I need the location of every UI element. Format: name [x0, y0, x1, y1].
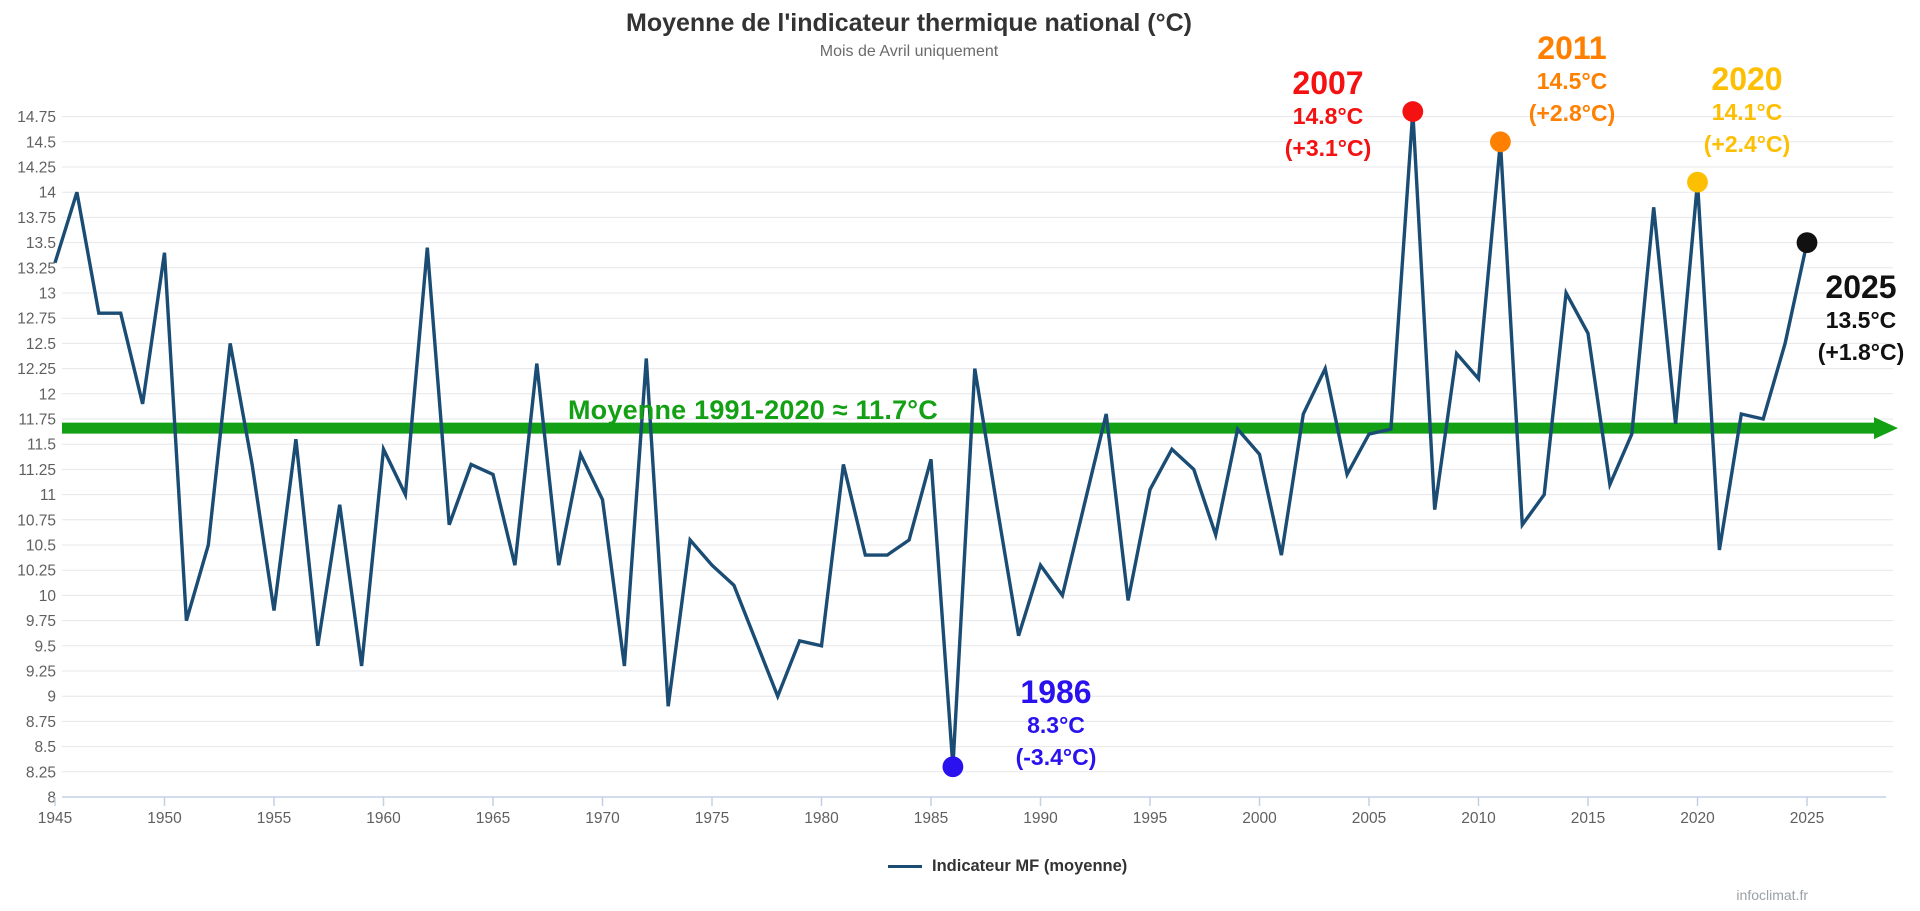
y-axis-tick-label: 10.75: [17, 512, 56, 529]
annotation-2011: 2011 14.5°C (+2.8°C): [1529, 31, 1616, 129]
y-axis-tick-label: 8.25: [26, 764, 56, 781]
y-axis-tick-label: 11.75: [18, 412, 56, 429]
y-axis-tick-label: 13: [39, 286, 56, 303]
y-axis-tick-label: 14.75: [17, 109, 56, 126]
y-axis-tick-label: 14: [39, 185, 57, 202]
annotation-anomaly: (+3.1°C): [1284, 135, 1372, 161]
x-axis-tick-label: 1995: [1133, 810, 1167, 827]
x-axis-tick-label: 1960: [366, 810, 401, 827]
series-line-indicateur-mf[interactable]: [53, 111, 1809, 767]
y-axis-tick-label: 11.5: [27, 437, 56, 454]
y-axis-tick-label: 11: [40, 487, 56, 504]
chart-title: Moyenne de l'indicateur thermique nation…: [625, 9, 1193, 37]
annotation-temp: 14.5°C: [1536, 68, 1608, 94]
x-axis-tick-label: 1945: [38, 810, 72, 827]
highlight-dot-2020[interactable]: [1687, 171, 1708, 193]
legend-line-swatch: [888, 865, 922, 868]
y-axis-tick-label: 8: [47, 790, 56, 807]
annotation-anomaly: (+1.8°C): [1817, 339, 1905, 365]
x-axis-tick-label: 2025: [1790, 810, 1824, 827]
x-axis-tick-label: 2020: [1680, 810, 1715, 827]
y-axis-tick-label: 12.75: [17, 311, 56, 328]
y-axis-tick-label: 9.75: [26, 613, 56, 630]
y-axis-tick-label: 8.75: [26, 714, 56, 731]
x-axis-tick-label: 2010: [1461, 810, 1496, 827]
annotation-year: 2025: [1825, 269, 1897, 305]
annotation-2020: 2020 14.1°C (+2.4°C): [1704, 62, 1791, 160]
annotation-temp: 14.1°C: [1711, 99, 1783, 125]
y-axis-tick-label: 13.75: [17, 210, 56, 227]
y-axis-tick-label: 13.5: [26, 235, 56, 252]
y-axis-tick-label: 8.5: [34, 739, 56, 756]
x-axis-tick-label: 2000: [1242, 810, 1277, 827]
annotation-year: 2020: [1711, 61, 1783, 97]
y-axis-tick-label: 10.25: [17, 563, 56, 580]
highlight-dot-1986[interactable]: [942, 756, 964, 778]
y-axis-tick-label: 12: [39, 386, 56, 403]
x-axis-tick-label: 1990: [1023, 810, 1058, 827]
source-credit: infoclimat.fr: [1736, 887, 1808, 903]
highlight-dot-2025[interactable]: [1796, 232, 1818, 254]
y-axis-tick-label: 9: [47, 689, 56, 706]
annotation-year: 2007: [1292, 65, 1364, 101]
highlight-dot-2011[interactable]: [1490, 131, 1511, 153]
annotation-anomaly: (-3.4°C): [1015, 744, 1097, 770]
y-axis-tick-label: 10: [39, 588, 57, 605]
annotation-temp: 14.8°C: [1292, 103, 1364, 129]
annotation-2025: 2025 13.5°C (+1.8°C): [1818, 270, 1905, 368]
annotation-anomaly: (+2.8°C): [1528, 100, 1616, 126]
annotation-temp: 8.3°C: [1027, 712, 1085, 738]
chart-subtitle: Mois de Avril uniquement: [819, 43, 999, 60]
reference-line-arrow: [1874, 417, 1898, 440]
y-axis-tick-label: 14.25: [17, 160, 56, 177]
y-axis-tick-label: 12.5: [26, 336, 56, 353]
x-axis-tick-label: 1975: [695, 810, 729, 827]
annotation-2007: 2007 14.8°C (+3.1°C): [1285, 66, 1372, 164]
annotation-year: 2011: [1537, 30, 1607, 66]
x-axis-tick-label: 1970: [585, 810, 620, 827]
y-axis-tick-label: 10.5: [26, 538, 56, 555]
annotation-temp: 13.5°C: [1825, 307, 1897, 333]
y-axis-tick-label: 9.5: [34, 638, 56, 655]
y-axis-tick-label: 12.25: [17, 361, 56, 378]
legend-label: Indicateur MF (moyenne): [932, 857, 1128, 875]
x-axis-tick-label: 1985: [914, 810, 948, 827]
x-axis-tick-label: 2015: [1571, 810, 1605, 827]
highlight-dot-2007[interactable]: [1402, 101, 1424, 122]
x-axis-tick-label: 1965: [476, 810, 510, 827]
x-axis-tick-label: 1950: [147, 810, 182, 827]
y-axis-tick-label: 14.5: [26, 134, 56, 151]
annotation-year: 1986: [1020, 674, 1092, 710]
x-axis-tick-label: 1955: [257, 810, 291, 827]
annotation-anomaly: (+2.4°C): [1703, 131, 1791, 157]
x-axis-tick-label: 1980: [804, 810, 839, 827]
y-axis-tick-label: 11.25: [18, 462, 56, 479]
x-axis-tick-label: 2005: [1352, 810, 1386, 827]
legend-item[interactable]: Indicateur MF (moyenne): [888, 857, 1127, 876]
reference-line-label: Moyenne 1991-2020 ≈ 11.7°C: [567, 395, 939, 425]
annotation-1986: 1986 8.3°C (-3.4°C): [1016, 675, 1097, 773]
y-axis-tick-label: 13.25: [17, 260, 56, 277]
y-axis-tick-label: 9.25: [26, 664, 56, 681]
